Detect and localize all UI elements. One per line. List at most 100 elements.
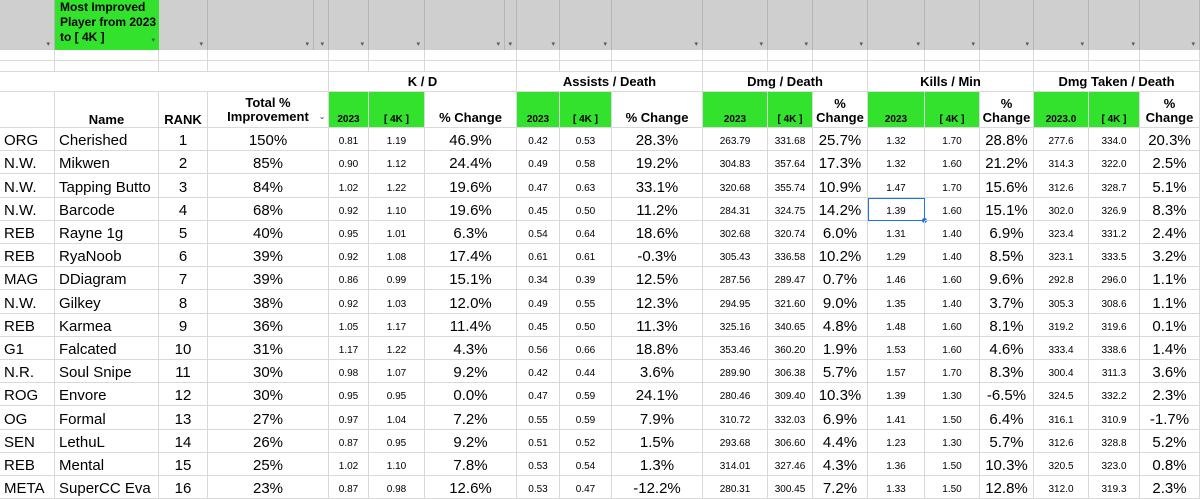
rank-cell[interactable]: 9 (159, 313, 208, 337)
player-name-cell[interactable]: Rayne 1g (55, 220, 159, 244)
rank-cell[interactable]: 4 (159, 197, 208, 221)
pct-change-cell[interactable]: 18.6% (612, 220, 703, 244)
rank-cell[interactable]: 8 (159, 290, 208, 314)
pct-change-cell[interactable]: 18.8% (612, 336, 703, 360)
filter-dropdown-icon[interactable]: ▾ (759, 41, 763, 48)
stat-value-cell[interactable]: 0.47 (560, 476, 612, 499)
pct-change-cell[interactable]: 11.4% (425, 313, 517, 337)
stat-value-cell[interactable]: 0.95 (329, 220, 369, 244)
stat-value-cell[interactable]: 0.42 (517, 360, 560, 384)
stat-value-cell[interactable]: 1.12 (369, 151, 425, 175)
stat-value-cell[interactable]: 0.59 (560, 383, 612, 407)
stat-value-cell[interactable]: 320.74 (768, 220, 813, 244)
pct-change-cell[interactable]: 12.6% (425, 476, 517, 499)
stat-value-cell[interactable]: 1.19 (369, 128, 425, 152)
blank-cell[interactable] (813, 61, 868, 72)
blank-cell[interactable] (0, 72, 329, 92)
stat-value-cell[interactable]: 1.40 (925, 290, 980, 314)
stat-value-cell[interactable]: 0.53 (517, 476, 560, 499)
blank-cell[interactable] (0, 92, 55, 128)
stat-value-cell[interactable]: 1.31 (868, 220, 925, 244)
stat-value-cell[interactable]: 284.31 (703, 197, 768, 221)
stat-value-cell[interactable]: 1.03 (369, 290, 425, 314)
total-improvement-cell[interactable]: 150% (208, 128, 329, 152)
stat-value-cell[interactable]: 0.66 (560, 336, 612, 360)
stat-value-cell[interactable]: 1.47 (868, 174, 925, 198)
team-cell[interactable]: META (0, 476, 55, 499)
filter-column[interactable]: ▾ (159, 0, 208, 50)
stat-value-cell[interactable]: 0.42 (517, 128, 560, 152)
pct-change-cell[interactable]: 9.6% (980, 267, 1034, 291)
filter-dropdown-icon[interactable]: ▾ (859, 41, 863, 48)
stat-value-cell[interactable]: 0.56 (517, 336, 560, 360)
pct-change-cell[interactable]: 19.6% (425, 174, 517, 198)
stat-value-cell[interactable]: 327.46 (768, 452, 813, 476)
selection-fill-handle[interactable] (922, 217, 927, 223)
stat-value-cell[interactable]: 1.02 (329, 452, 369, 476)
filter-dropdown-icon[interactable]: ▾ (1191, 41, 1195, 48)
filter-dropdown-icon[interactable]: ▾ (320, 41, 324, 48)
filter-dropdown-icon[interactable]: ▾ (1080, 41, 1084, 48)
filter-column[interactable]: ▾ (314, 0, 329, 50)
pct-change-cell[interactable]: 6.4% (980, 406, 1034, 430)
stat-value-cell[interactable]: 1.22 (369, 336, 425, 360)
stat-value-cell[interactable]: 309.40 (768, 383, 813, 407)
pct-change-cell[interactable]: 1.4% (1140, 336, 1200, 360)
pct-change-cell[interactable]: 2.5% (1140, 151, 1200, 175)
pct-change-cell[interactable]: 2.3% (1140, 383, 1200, 407)
stat-value-cell[interactable]: 1.46 (868, 267, 925, 291)
pct-change-cell[interactable]: 15.6% (980, 174, 1034, 198)
stat-value-cell[interactable]: 333.4 (1034, 336, 1089, 360)
stat-value-cell[interactable]: 1.60 (925, 267, 980, 291)
rank-cell[interactable]: 15 (159, 452, 208, 476)
stat-value-cell[interactable]: 328.7 (1089, 174, 1140, 198)
stat-value-cell[interactable]: 312.0 (1034, 476, 1089, 499)
pct-change-cell[interactable]: 19.6% (425, 197, 517, 221)
pct-change-cell[interactable]: 2.3% (1140, 476, 1200, 499)
stat-value-cell[interactable]: 321.60 (768, 290, 813, 314)
blank-cell[interactable] (612, 61, 703, 72)
stat-value-cell[interactable]: 0.47 (517, 174, 560, 198)
stat-value-cell[interactable]: 320.68 (703, 174, 768, 198)
stat-value-cell[interactable]: 0.97 (329, 406, 369, 430)
stat-value-cell[interactable]: 1.36 (868, 452, 925, 476)
stat-value-cell[interactable]: 287.56 (703, 267, 768, 291)
pct-change-cell[interactable]: 17.3% (813, 151, 868, 175)
player-name-cell[interactable]: Falcated (55, 336, 159, 360)
stat-value-cell[interactable]: 300.4 (1034, 360, 1089, 384)
filter-column[interactable]: ▾ (1089, 0, 1140, 50)
filter-column[interactable]: ▾ (0, 0, 55, 50)
sort-icon[interactable]: ⌄ (319, 114, 325, 121)
pct-change-cell[interactable]: 5.7% (813, 360, 868, 384)
blank-cell[interactable] (1034, 50, 1089, 61)
stat-value-cell[interactable]: 333.5 (1089, 244, 1140, 268)
team-cell[interactable]: N.R. (0, 360, 55, 384)
blank-cell[interactable] (1034, 61, 1089, 72)
blank-cell[interactable] (868, 50, 925, 61)
stat-value-cell[interactable]: 320.5 (1034, 452, 1089, 476)
stat-value-cell[interactable]: 1.04 (369, 406, 425, 430)
pct-change-cell[interactable]: 8.5% (980, 244, 1034, 268)
pct-change-cell[interactable]: 11.3% (612, 313, 703, 337)
filter-column[interactable]: ▾ (703, 0, 768, 50)
filter-column[interactable]: ▾ (517, 0, 560, 50)
stat-value-cell[interactable]: 1.17 (369, 313, 425, 337)
stat-value-cell[interactable]: 1.50 (925, 406, 980, 430)
pct-change-cell[interactable]: 21.2% (980, 151, 1034, 175)
pct-change-cell[interactable]: 19.2% (612, 151, 703, 175)
filter-column[interactable]: ▾ (369, 0, 425, 50)
stat-value-cell[interactable]: 326.9 (1089, 197, 1140, 221)
blank-cell[interactable] (980, 50, 1034, 61)
stat-value-cell[interactable]: 0.90 (329, 151, 369, 175)
stat-value-cell[interactable]: 0.52 (560, 429, 612, 453)
stat-value-cell[interactable]: 322.0 (1089, 151, 1140, 175)
blank-cell[interactable] (925, 50, 980, 61)
pct-change-cell[interactable]: -0.3% (612, 244, 703, 268)
pct-change-cell[interactable]: 9.0% (813, 290, 868, 314)
filter-dropdown-icon[interactable]: ▾ (1131, 41, 1135, 48)
filter-column[interactable]: ▾ (980, 0, 1034, 50)
filter-column[interactable]: ▾ (612, 0, 703, 50)
team-cell[interactable]: REB (0, 313, 55, 337)
player-name-cell[interactable]: DDiagram (55, 267, 159, 291)
blank-cell[interactable] (1140, 61, 1200, 72)
